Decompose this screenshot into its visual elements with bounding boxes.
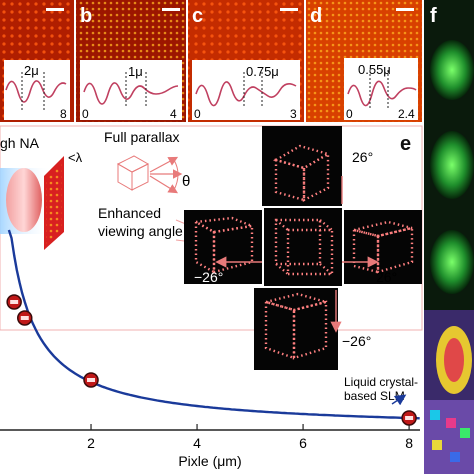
slm-label-line1: Liquid crystal- <box>344 375 418 389</box>
panel-b: b 1μ 0 4 <box>76 0 186 122</box>
x-tick-label-4: 4 <box>193 435 201 451</box>
cube-tile-center <box>264 208 342 286</box>
data-point-0 <box>6 294 22 310</box>
angle-right-label: 26° <box>376 269 397 285</box>
angle-bottom-label: −26° <box>342 333 371 349</box>
cube-tile-right <box>344 210 422 284</box>
high-na-label: gh NA <box>0 135 40 151</box>
tick-right-b: 4 <box>170 107 177 121</box>
panel-f: f <box>424 0 474 474</box>
x-axis-ticks: 2 4 6 8 <box>87 424 413 451</box>
panel-letter-c: c <box>192 5 203 27</box>
panel-letter-b: b <box>80 5 92 27</box>
lambda-label: <λ <box>68 150 83 165</box>
cube-tile-top <box>262 126 342 206</box>
x-tick-label-8: 8 <box>405 435 413 451</box>
fit-curve <box>7 229 420 420</box>
tick-left-d: 0 <box>346 107 353 121</box>
enhanced-label-2: viewing angle <box>98 223 183 239</box>
pitch-label-b: 1μ <box>128 64 143 79</box>
pitch-label-c: 0.75μ <box>246 64 279 79</box>
cube-tile-bottom <box>254 288 338 370</box>
x-axis-label: Pixle (μm) <box>178 453 241 469</box>
angle-left-label: −26° <box>194 269 223 285</box>
optical-schematic: gh NA <λ Full parallax Enhanced viewing … <box>0 129 261 251</box>
pitch-label-a: 2μ <box>24 63 39 78</box>
enhanced-label-1: Enhanced <box>98 205 161 221</box>
data-point-1 <box>17 310 33 326</box>
panel-letter-d: d <box>310 5 322 27</box>
pitch-label-d: 0.55μ <box>358 62 391 77</box>
scale-bar <box>396 8 414 11</box>
cube-tile-left <box>184 210 262 284</box>
panel-letter-e: e <box>400 133 411 155</box>
slm-arrow <box>391 394 407 406</box>
panel-letter-f: f <box>430 5 437 27</box>
full-parallax-label: Full parallax <box>104 129 179 145</box>
tick-left-c: 0 <box>194 107 201 121</box>
data-point-3 <box>401 410 417 426</box>
lens-icon <box>6 168 42 232</box>
tick-right-d: 2.4 <box>398 107 415 121</box>
scale-bar <box>280 8 298 11</box>
profile-inset-b <box>80 60 182 120</box>
data-point-2 <box>83 372 99 388</box>
tick-right-c: 3 <box>290 107 297 121</box>
pixel-pitch-chart: 2 4 6 8 Pixle (μm) Liquid crystal- based SL… <box>0 229 420 469</box>
theta-label: θ <box>182 173 190 190</box>
profile-inset-c <box>192 60 300 120</box>
x-tick-label-2: 2 <box>87 435 95 451</box>
panel-a: 2μ 8 <box>0 0 74 122</box>
profile-inset-a <box>4 60 70 120</box>
x-tick-label-6: 6 <box>299 435 307 451</box>
tick-right-a: 8 <box>60 107 67 121</box>
panel-c: c 0.75μ 0 3 <box>188 0 304 122</box>
tick-left-b: 0 <box>82 107 89 121</box>
panel-d: d 0.55μ 0 2.4 <box>306 0 422 122</box>
data-points <box>6 294 417 426</box>
scale-bar <box>162 8 180 11</box>
angle-top-label: 26° <box>352 149 373 165</box>
slm-label-line2: based SLM <box>344 389 405 403</box>
wireframe-cube-icon <box>116 155 150 191</box>
scale-bar <box>46 8 64 11</box>
